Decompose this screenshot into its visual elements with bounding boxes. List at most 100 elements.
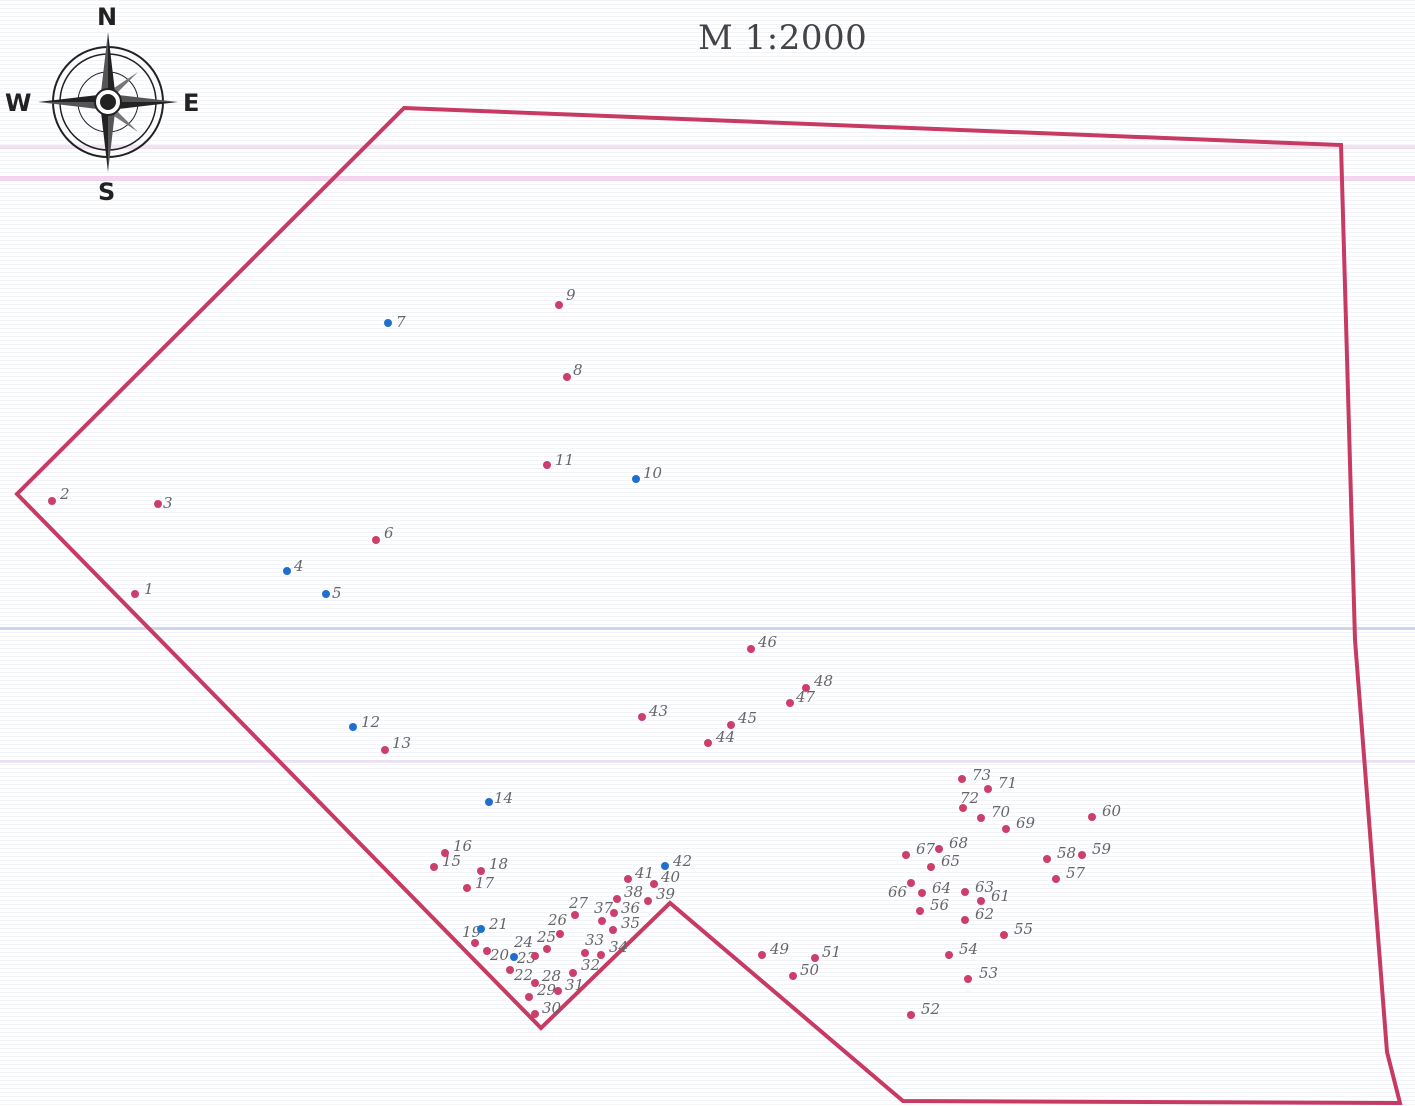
survey-point-3 — [154, 500, 162, 508]
survey-point-label-52: 52 — [921, 1000, 940, 1018]
compass-east-label: E — [183, 89, 199, 117]
survey-point-label-62: 62 — [975, 905, 994, 923]
survey-point-35 — [609, 926, 617, 934]
survey-point-label-25: 25 — [536, 928, 556, 946]
survey-point-68 — [935, 845, 943, 853]
survey-point-label-1: 1 — [144, 580, 154, 598]
survey-point-label-4: 4 — [293, 557, 304, 575]
survey-point-label-8: 8 — [573, 361, 583, 379]
survey-point-36 — [610, 909, 618, 917]
survey-point-58 — [1043, 855, 1051, 863]
survey-point-label-64: 64 — [932, 879, 951, 897]
survey-point-label-28: 28 — [541, 967, 561, 985]
survey-point-29 — [525, 993, 533, 1001]
survey-point-label-24: 24 — [513, 933, 533, 951]
survey-point-label-72: 72 — [960, 789, 979, 807]
survey-point-6 — [372, 536, 380, 544]
survey-point-label-54: 54 — [959, 940, 978, 958]
survey-point-69 — [1002, 825, 1010, 833]
survey-point-26 — [556, 930, 564, 938]
survey-point-43 — [638, 713, 646, 721]
survey-point-45 — [727, 721, 735, 729]
survey-point-59 — [1078, 851, 1086, 859]
survey-point-label-65: 65 — [941, 852, 960, 870]
survey-point-label-57: 57 — [1066, 864, 1086, 882]
survey-point-28 — [531, 979, 539, 987]
survey-point-label-13: 13 — [392, 734, 411, 752]
survey-point-label-16: 16 — [453, 837, 473, 855]
survey-point-label-12: 12 — [361, 713, 380, 731]
survey-point-71 — [984, 785, 992, 793]
survey-point-label-23: 23 — [516, 949, 536, 967]
survey-point-60 — [1088, 813, 1096, 821]
survey-point-label-46: 46 — [757, 633, 778, 651]
survey-point-25 — [543, 945, 551, 953]
survey-point-label-20: 20 — [489, 946, 510, 964]
survey-point-label-47: 47 — [795, 688, 816, 706]
survey-point-13 — [381, 746, 389, 754]
survey-point-12 — [349, 723, 357, 731]
survey-point-label-44: 44 — [715, 728, 735, 746]
survey-point-label-9: 9 — [566, 286, 576, 304]
survey-point-label-14: 14 — [494, 789, 513, 807]
survey-point-70 — [977, 814, 985, 822]
survey-point-label-33: 33 — [585, 931, 604, 949]
survey-point-9 — [555, 301, 563, 309]
survey-point-label-19: 19 — [462, 923, 482, 941]
survey-point-label-6: 6 — [384, 524, 394, 542]
survey-point-27 — [571, 911, 579, 919]
compass-rose-icon — [38, 32, 178, 172]
survey-point-label-5: 5 — [332, 584, 342, 602]
survey-point-label-50: 50 — [800, 961, 820, 979]
compass-north-label: N — [97, 3, 117, 31]
survey-point-19 — [471, 939, 479, 947]
survey-point-label-56: 56 — [930, 896, 950, 914]
survey-point-7 — [384, 319, 392, 327]
survey-point-49 — [758, 951, 766, 959]
survey-point-23 — [510, 953, 518, 961]
survey-point-label-43: 43 — [648, 702, 668, 720]
survey-point-37 — [598, 917, 606, 925]
survey-point-label-51: 51 — [822, 943, 841, 961]
survey-point-66 — [907, 879, 915, 887]
survey-point-label-21: 21 — [488, 915, 508, 933]
survey-point-label-41: 41 — [634, 864, 654, 882]
survey-point-44 — [704, 739, 712, 747]
survey-point-label-29: 29 — [536, 981, 557, 999]
survey-point-label-37: 37 — [594, 899, 614, 917]
survey-point-4 — [283, 567, 291, 575]
survey-point-label-66: 66 — [888, 883, 908, 901]
survey-point-label-36: 36 — [621, 899, 641, 917]
survey-point-65 — [927, 863, 935, 871]
survey-point-61 — [977, 897, 985, 905]
survey-point-31 — [554, 987, 562, 995]
survey-point-label-48: 48 — [813, 672, 833, 690]
survey-point-14 — [485, 798, 493, 806]
survey-point-15 — [430, 863, 438, 871]
survey-point-label-10: 10 — [643, 464, 663, 482]
survey-point-label-63: 63 — [975, 878, 994, 896]
survey-point-label-45: 45 — [737, 709, 757, 727]
survey-point-label-58: 58 — [1057, 844, 1076, 862]
survey-point-label-69: 69 — [1016, 814, 1036, 832]
survey-point-55 — [1000, 931, 1008, 939]
survey-point-label-39: 39 — [656, 885, 676, 903]
survey-point-67 — [902, 851, 910, 859]
survey-point-label-68: 68 — [949, 834, 968, 852]
survey-point-30 — [531, 1010, 539, 1018]
survey-point-label-2: 2 — [59, 485, 70, 503]
survey-point-label-49: 49 — [769, 940, 790, 958]
survey-point-34 — [597, 951, 605, 959]
survey-point-52 — [907, 1011, 915, 1019]
survey-point-label-17: 17 — [475, 874, 495, 892]
survey-point-label-35: 35 — [621, 914, 640, 932]
survey-point-8 — [563, 373, 571, 381]
survey-point-42 — [661, 862, 669, 870]
survey-point-label-59: 59 — [1092, 840, 1112, 858]
survey-point-label-42: 42 — [672, 852, 692, 870]
parcel-boundary — [14, 105, 1403, 1106]
survey-point-label-40: 40 — [660, 868, 681, 886]
survey-point-label-27: 27 — [568, 894, 589, 912]
survey-point-label-60: 60 — [1102, 802, 1122, 820]
